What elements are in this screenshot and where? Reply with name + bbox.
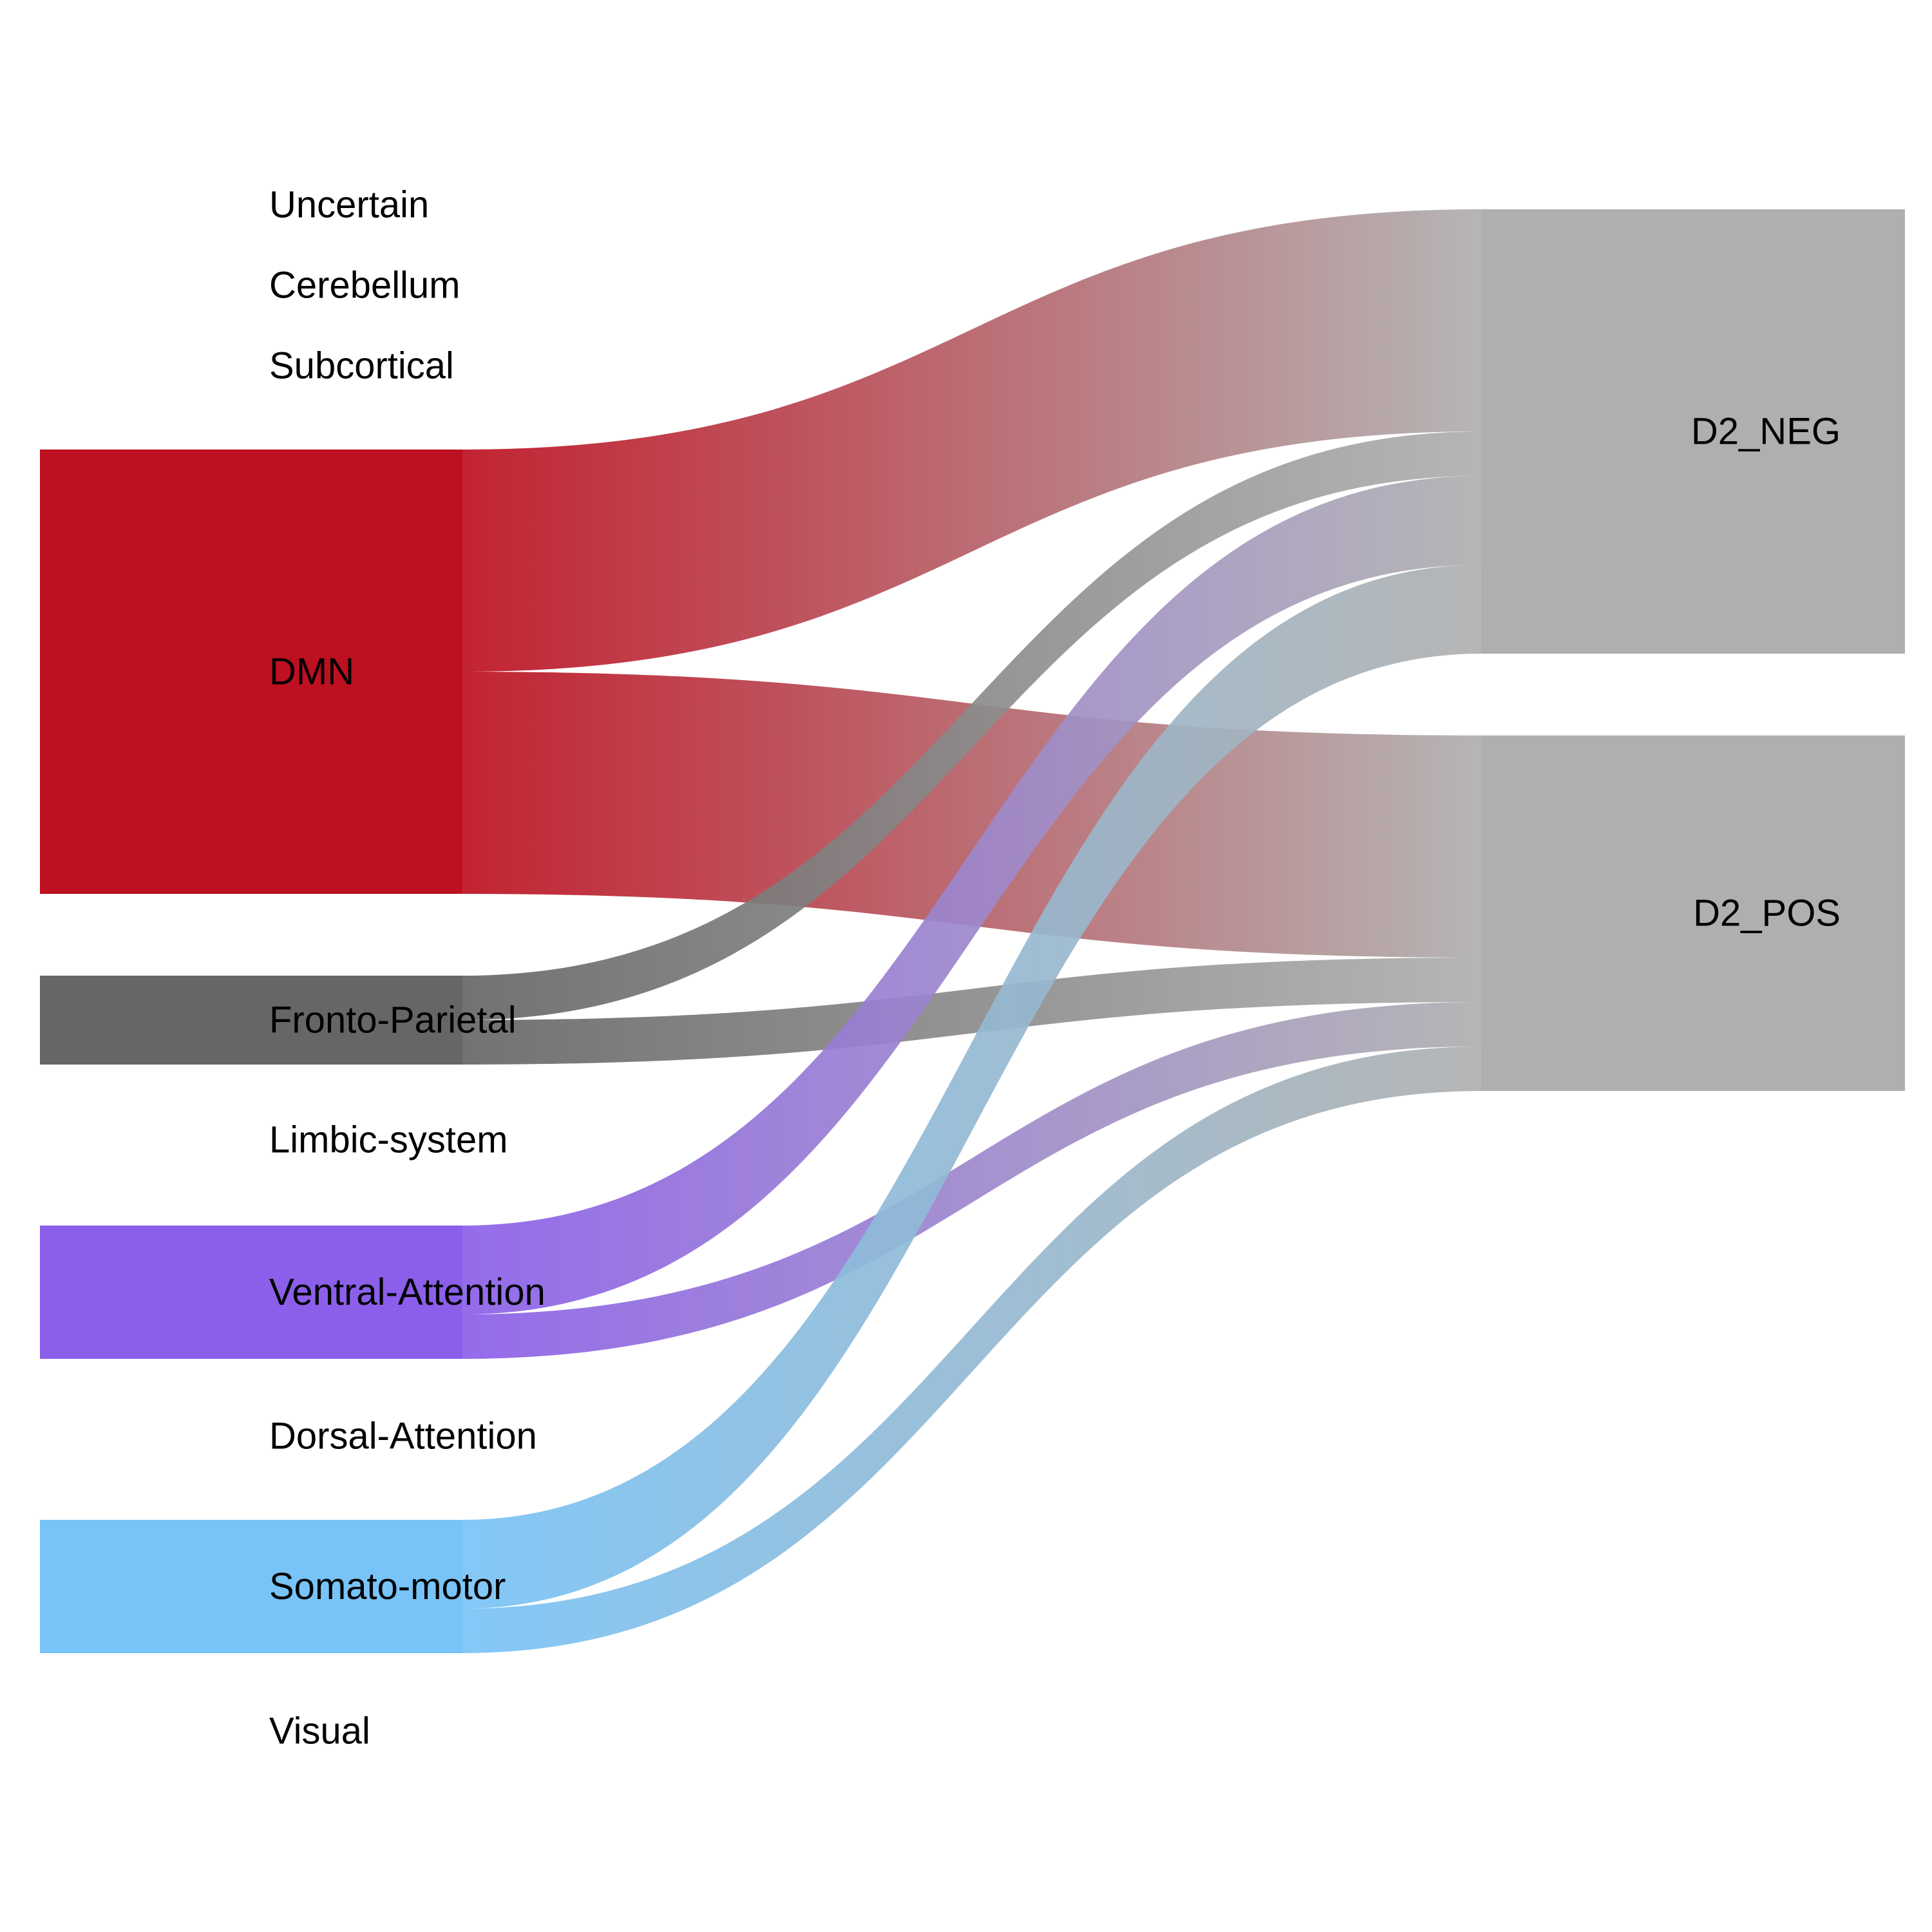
link-fronto-parietal-to-d2-pos [462,958,1481,1065]
node-label-somato-motor: Somato-motor [269,1566,506,1607]
node-label-cerebellum: Cerebellum [269,265,460,307]
link-dmn-to-d2-neg [462,209,1481,672]
node-label-visual: Visual [269,1710,370,1752]
node-dmn [40,450,462,894]
node-d2-pos [1481,735,1905,1091]
node-label-limbic-system: Limbic-system [269,1119,508,1161]
labels-layer: Uncertain Cerebellum Subcortical DMN Fronto-… [269,184,1841,1752]
node-somato-motor [40,1520,462,1653]
link-ventral-attention-to-d2-pos [462,1002,1481,1359]
link-fronto-parietal-to-d2-neg [462,431,1481,1020]
node-fronto-parietal [40,976,462,1065]
node-label-ventral-attention: Ventral-Attention [269,1271,545,1313]
node-label-d2-neg: D2_NEG [1691,411,1841,453]
links-layer [462,209,1481,1653]
node-label-dmn: DMN [269,651,354,693]
node-label-subcortical: Subcortical [269,345,454,387]
node-label-d2-pos: D2_POS [1693,893,1841,934]
node-label-dorsal-attention: Dorsal-Attention [269,1416,537,1457]
node-label-uncertain: Uncertain [269,184,429,226]
link-somato-motor-to-d2-pos [462,1046,1481,1653]
link-ventral-attention-to-d2-neg [462,476,1481,1314]
node-label-fronto-parietal: Fronto-Parietal [269,999,516,1041]
node-ventral-attention [40,1226,462,1359]
node-d2-neg [1481,209,1905,654]
nodes-layer [40,209,1905,1653]
link-somato-motor-to-d2-neg [462,565,1481,1609]
